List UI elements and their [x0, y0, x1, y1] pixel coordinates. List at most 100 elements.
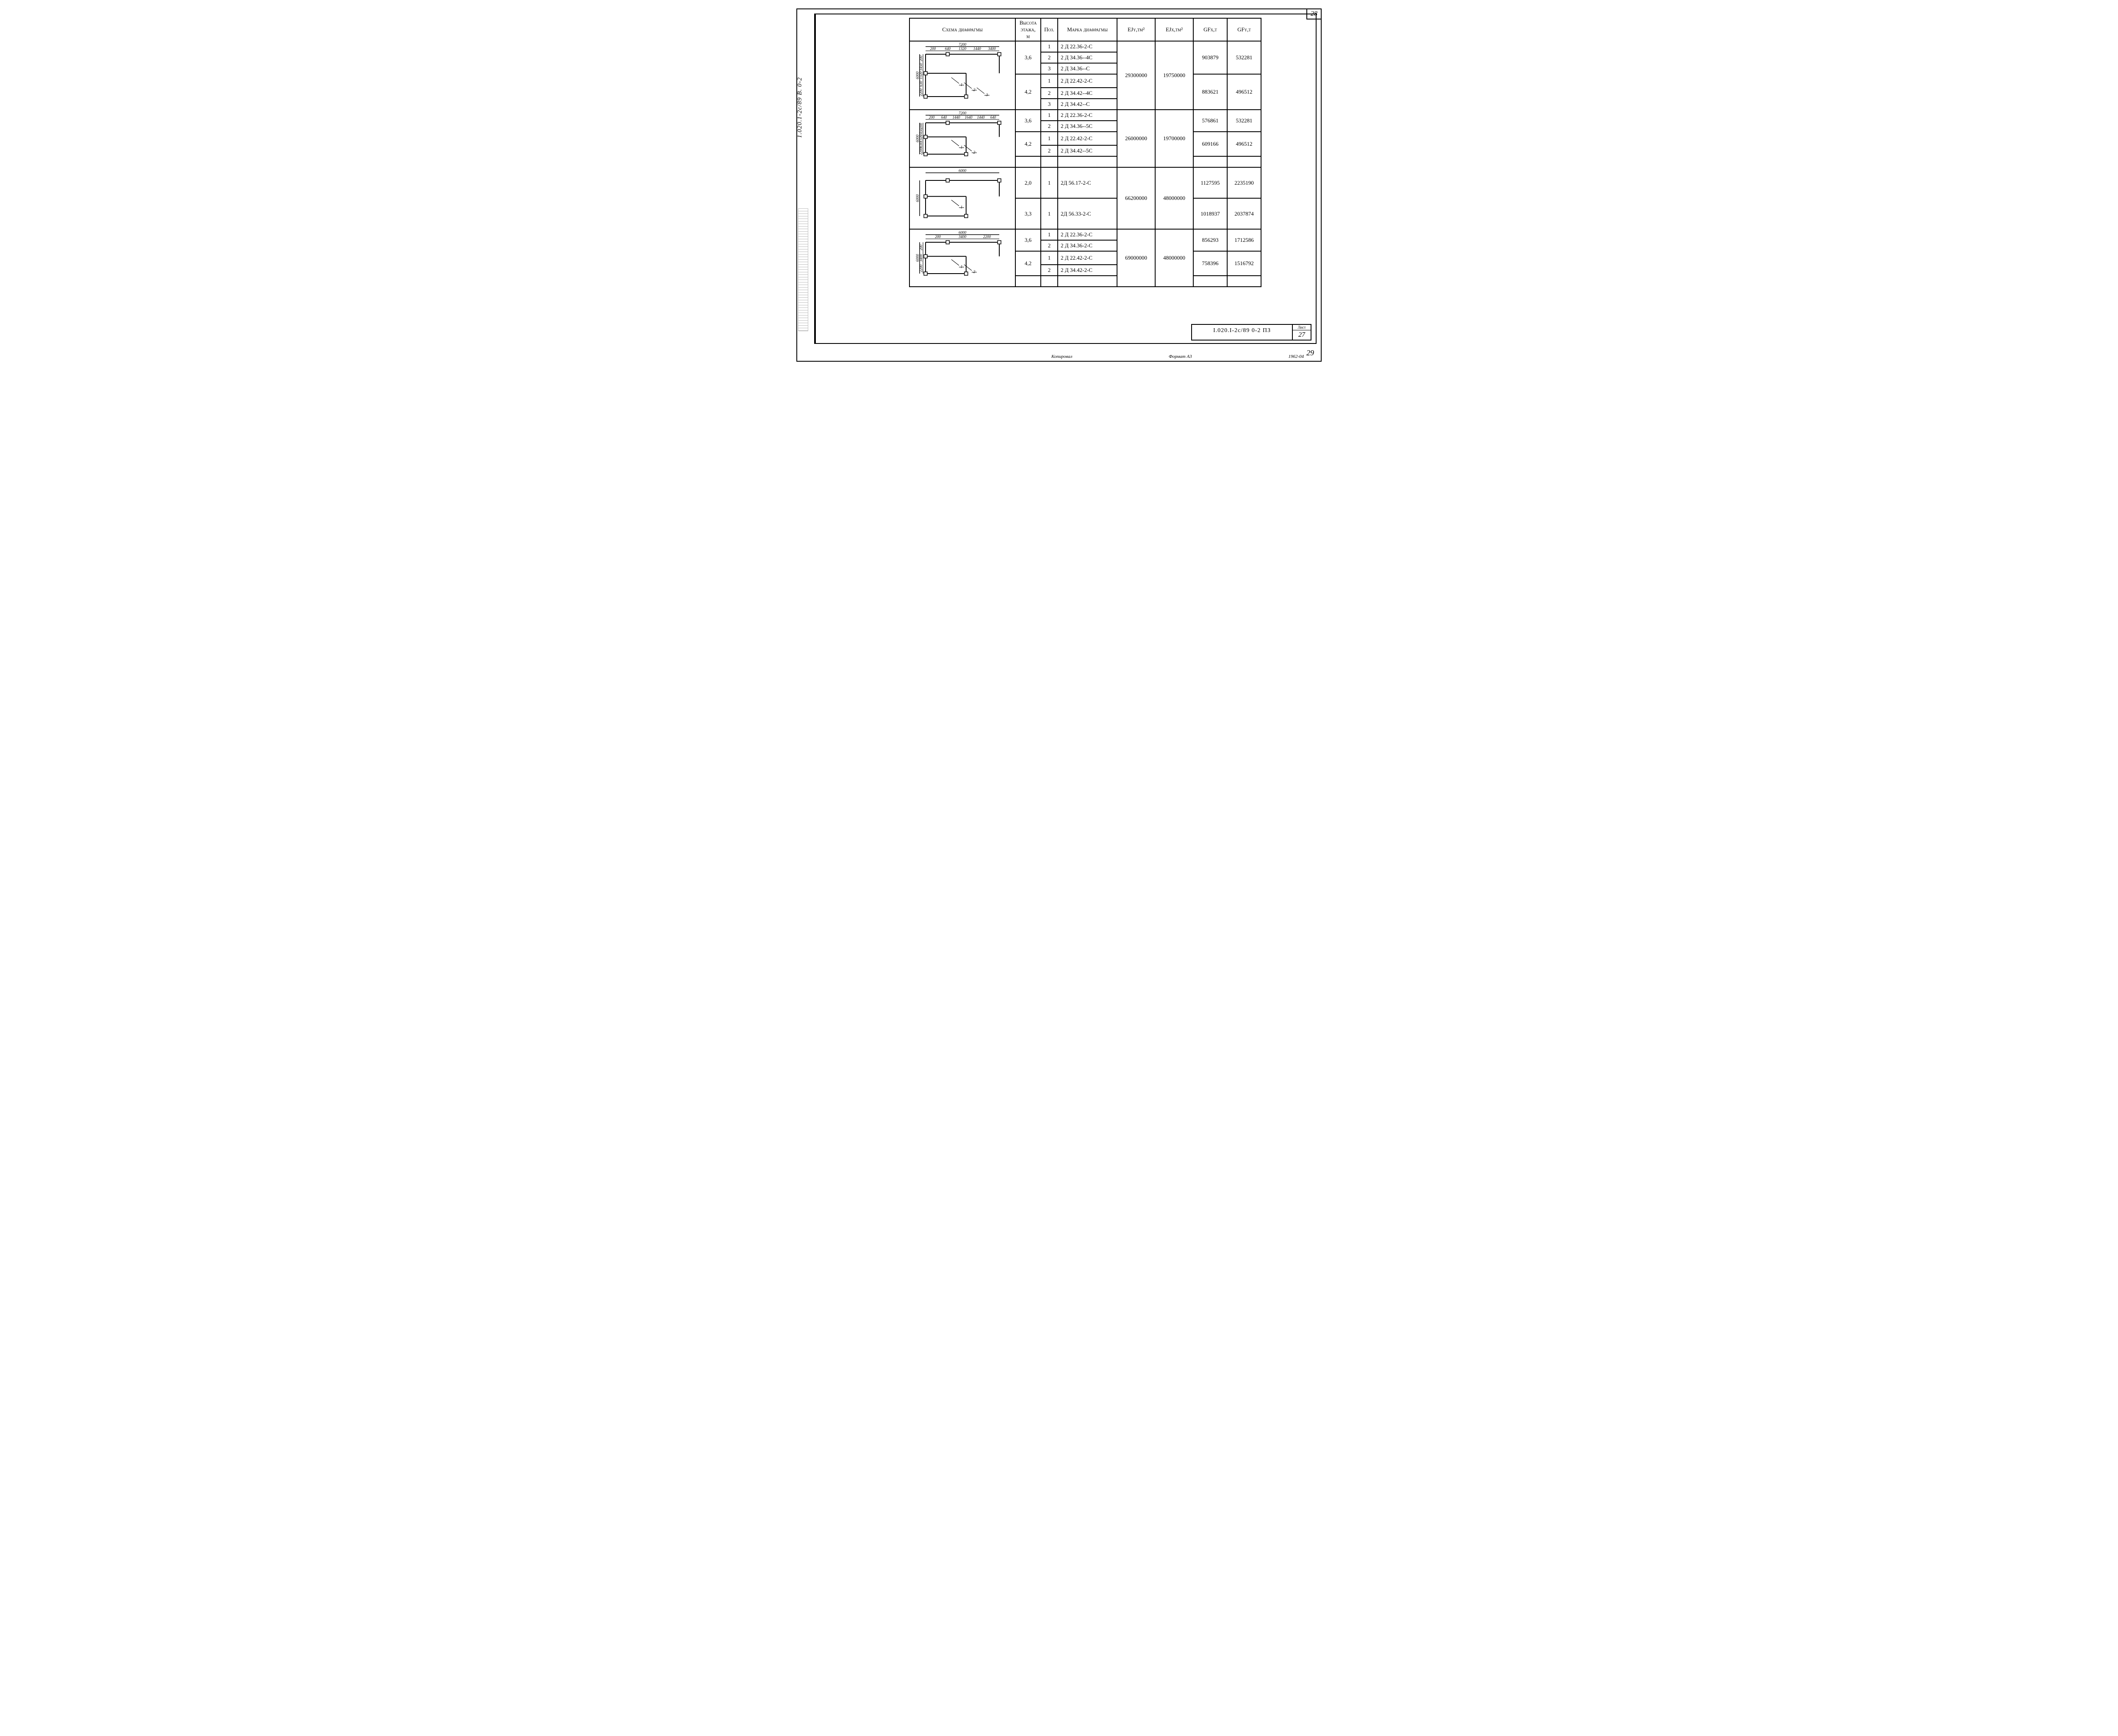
- cell-floor-height: 2,0: [1015, 167, 1041, 198]
- drawing-code: I.020.I-2с/89 0-2 ПЗ: [1191, 324, 1292, 341]
- svg-text:2: 2: [973, 88, 976, 92]
- footer-archive-no: 1962-04: [1288, 354, 1304, 359]
- side-code-label: 1.020.1-2с/89 В. 0-2: [796, 77, 804, 138]
- cell-pos: 1: [1041, 110, 1058, 121]
- th-height: Высота этажа, м: [1015, 18, 1041, 41]
- cell-floor-height: 3,3: [1015, 198, 1041, 229]
- table-row: 600020034002200600020034002200123,612 Д …: [909, 229, 1261, 240]
- svg-text:3400: 3400: [919, 254, 923, 263]
- title-block: I.020.I-2с/89 0-2 ПЗ Лист 27: [1191, 324, 1311, 341]
- cell-mark: 2Д 56.17-2-С: [1058, 167, 1117, 198]
- svg-text:1: 1: [961, 83, 963, 87]
- scheme-cell: 60002003400220060002003400220012: [909, 229, 1015, 287]
- scheme-diagram: 7200200640144016401440640600020014501320…: [914, 111, 1011, 166]
- page-number-bottom: 29: [1306, 349, 1314, 357]
- svg-text:1450: 1450: [919, 63, 923, 71]
- cell-floor-height: 3,6: [1015, 41, 1041, 74]
- th-eyx: EJx,тм²: [1155, 18, 1193, 41]
- svg-text:2200: 2200: [983, 235, 991, 239]
- svg-text:3400: 3400: [958, 235, 967, 239]
- svg-text:2200: 2200: [919, 264, 923, 272]
- footer-format: Формат А3: [1169, 354, 1192, 359]
- cell-eyy: 29300000: [1117, 41, 1155, 110]
- svg-text:1640: 1640: [965, 115, 973, 119]
- svg-text:1440: 1440: [973, 47, 981, 51]
- cell-pos: 1: [1041, 251, 1058, 265]
- svg-text:1: 1: [961, 265, 963, 269]
- cell-gfy: 532281: [1227, 110, 1261, 132]
- svg-text:3: 3: [986, 93, 988, 97]
- cell-floor-height: 3,6: [1015, 110, 1041, 132]
- table-row: 6000600012,012Д 56.17-2-С662000004800000…: [909, 167, 1261, 198]
- svg-text:2200: 2200: [919, 89, 923, 97]
- cell-gfy: 1516792: [1227, 251, 1261, 276]
- cell-pos: 2: [1041, 145, 1058, 156]
- table-row: 7200200640144016401440640600020014501320…: [909, 110, 1261, 121]
- cell-mark: 2Д 56.33-2-С: [1058, 198, 1117, 229]
- scheme-cell: 7200200640132014403400600020014501320630…: [909, 41, 1015, 110]
- svg-text:200: 200: [919, 244, 923, 250]
- svg-text:1: 1: [961, 205, 963, 209]
- cell-floor-height: 4,2: [1015, 251, 1041, 276]
- cell-gfy: 2235190: [1227, 167, 1261, 198]
- cell-gfy: 496512: [1227, 132, 1261, 156]
- th-eyy: EJy,тм²: [1117, 18, 1155, 41]
- cell-mark: 2 Д 22.36-2-С: [1058, 41, 1117, 52]
- cell-pos: 2: [1041, 88, 1058, 99]
- cell-pos: 2: [1041, 121, 1058, 132]
- cell-pos: 1: [1041, 132, 1058, 145]
- cell-gfy: 1712586: [1227, 229, 1261, 251]
- cell-gfy: 2037874: [1227, 198, 1261, 229]
- cell-eyy: 26000000: [1117, 110, 1155, 167]
- binding-margin-block: [798, 208, 808, 331]
- scheme-diagram: 7200200640132014403400600020014501320630…: [914, 42, 1011, 108]
- cell-pos: 1: [1041, 74, 1058, 88]
- cell-mark: 2 Д 22.42-2-С: [1058, 132, 1117, 145]
- svg-text:630: 630: [919, 81, 923, 87]
- cell-mark: 2 Д 34.36-2-С: [1058, 240, 1117, 251]
- drawing-sheet: 28 1.020.1-2с/89 В. 0-2 Схема диафрагмы …: [796, 8, 1322, 362]
- cell-eyx: 19750000: [1155, 41, 1193, 110]
- svg-text:200: 200: [929, 115, 935, 119]
- scheme-diagram: 600060001: [914, 169, 1011, 228]
- svg-text:200: 200: [935, 235, 941, 239]
- cell-pos: 1: [1041, 198, 1058, 229]
- cell-gfy: 496512: [1227, 74, 1261, 110]
- cell-mark: 2 Д 34.42--4С: [1058, 88, 1117, 99]
- svg-text:1320: 1320: [959, 47, 967, 51]
- svg-text:1440: 1440: [977, 115, 985, 119]
- diaphragm-table: Схема диафрагмы Высота этажа, м Поз. Мар…: [909, 18, 1261, 287]
- cell-gfx: 883621: [1193, 74, 1227, 110]
- cell-mark: 2 Д 22.36-2-С: [1058, 110, 1117, 121]
- cell-mark: 2 Д 34.36--5С: [1058, 121, 1117, 132]
- th-mark: Марка диафрагмы: [1058, 18, 1117, 41]
- svg-text:7200: 7200: [959, 42, 967, 47]
- cell-gfx: 1127595: [1193, 167, 1227, 198]
- cell-mark: 2 Д 34.36--4С: [1058, 52, 1117, 63]
- svg-text:200: 200: [930, 47, 936, 51]
- svg-text:640: 640: [941, 115, 947, 119]
- cell-floor-height: 4,2: [1015, 132, 1041, 156]
- cell-pos: 3: [1041, 99, 1058, 110]
- footer-row: Копировал Формат А3 1962-04: [797, 354, 1321, 359]
- scheme-diagram: 60002003400220060002003400220012: [914, 230, 1011, 285]
- cell-pos: 1: [1041, 41, 1058, 52]
- svg-text:3400: 3400: [988, 47, 996, 51]
- svg-text:2200: 2200: [919, 147, 923, 155]
- cell-mark: 2 Д 34.42-2-С: [1058, 265, 1117, 276]
- cell-mark: 2 Д 22.42-2-С: [1058, 74, 1117, 88]
- svg-text:7200: 7200: [959, 111, 967, 115]
- cell-mark: 2 Д 34.42--5С: [1058, 145, 1117, 156]
- cell-gfx: 903879: [1193, 41, 1227, 74]
- th-scheme: Схема диафрагмы: [909, 18, 1015, 41]
- svg-text:1320: 1320: [919, 135, 923, 143]
- cell-eyy: 69000000: [1117, 229, 1155, 287]
- cell-pos: 2: [1041, 240, 1058, 251]
- cell-pos: 3: [1041, 63, 1058, 74]
- sheet-number: 27: [1293, 330, 1311, 340]
- cell-gfx: 576861: [1193, 110, 1227, 132]
- svg-text:640: 640: [990, 115, 996, 119]
- svg-text:6000: 6000: [959, 230, 967, 235]
- svg-text:200: 200: [919, 123, 923, 129]
- svg-text:200: 200: [919, 55, 923, 61]
